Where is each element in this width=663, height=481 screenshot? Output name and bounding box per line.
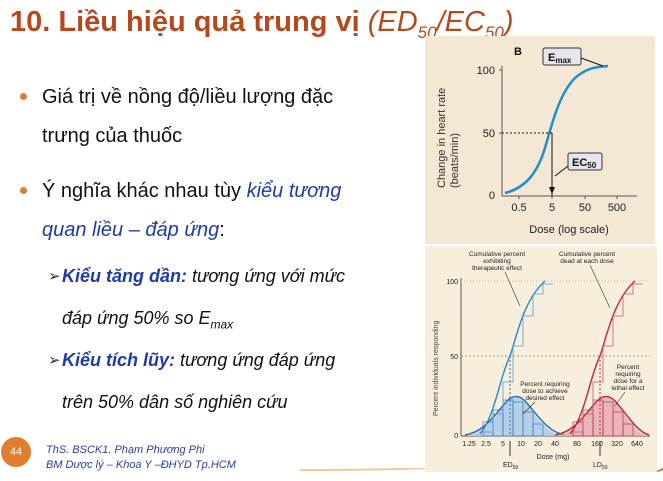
dose-response-figure: B Change in heart rate (beats/min) 100 5…: [425, 36, 655, 244]
x-tick-label: 500: [608, 202, 626, 214]
annotation-text: Percent: [617, 364, 640, 371]
sub-2-line2: trên 50% dân số nghiên cứu: [62, 392, 288, 412]
x-tick-label: 320: [611, 441, 623, 448]
dose-response-curve: [504, 64, 609, 195]
arrow-icon: ➢: [48, 267, 61, 285]
annotation-text: exhibiting: [483, 258, 511, 265]
x-tick-label: 1.25: [462, 441, 476, 448]
y-tick-label: 0: [454, 433, 458, 440]
slide-title: 10. Liều hiệu quả trung vị (ED50/EC50): [10, 2, 514, 53]
ld50-label: LD50: [593, 462, 608, 471]
x-axis-label: Dose (log scale): [529, 224, 608, 236]
panel-letter: B: [514, 46, 522, 58]
annotation-text: dose to achieve: [522, 388, 568, 395]
bullet-dot: [20, 93, 27, 100]
title-main: 10. Liều hiệu quả trung vị: [10, 6, 368, 38]
emax-label: Emax: [548, 52, 572, 65]
x-tick-label: 50: [579, 202, 591, 214]
bullet-1-line2: trưng của thuốc: [42, 125, 183, 147]
x-tick-label: 80: [573, 441, 581, 448]
annotation-text: Cumulative percent: [469, 251, 525, 258]
annotation-text: Percent requiring: [520, 381, 570, 388]
annotation-text: Cumulative percent: [559, 251, 615, 258]
x-tick-label: 160: [591, 441, 603, 448]
x-tick-label: 2.5: [481, 441, 491, 448]
footer-credit: ThS. BSCK1. Phạm Phương Phi BM Dược lý –…: [46, 444, 236, 471]
y-axis-label: Percent individuals responding: [433, 321, 440, 416]
bullet-2-line2: quan liều – đáp ứng:: [42, 219, 225, 241]
x-tick-label: 0.5: [511, 202, 526, 214]
quantal-graph: Percent individuals responding 100 50 0: [433, 251, 650, 471]
x-tick-label: 5: [501, 441, 505, 448]
x-tick-label: 10: [517, 441, 525, 448]
x-tick-label: 40: [551, 441, 559, 448]
sub-2-line1: Kiểu tích lũy: tương ứng đáp ứng: [62, 350, 336, 370]
bullet-dot: [20, 187, 27, 194]
bullet-1-line1: Giá trị về nồng độ/liều lượng đặc: [42, 86, 334, 108]
emax-box: [542, 47, 582, 66]
sub-1-line2: đáp ứng 50% so Emax: [62, 308, 234, 332]
x-tick-label: 20: [534, 441, 542, 448]
dose-response-graph: B Change in heart rate (beats/min) 100 5…: [436, 46, 637, 236]
y-tick-label: 0: [489, 190, 495, 202]
x-axis-label: Dose (mg): [537, 454, 570, 461]
title-ed50: (ED50/EC50): [367, 6, 514, 42]
sub-1-line1: Kiểu tăng dần: tương ứng với mức: [62, 266, 346, 286]
annotation-text: lethal effect: [611, 385, 644, 392]
y-tick-label: 50: [450, 354, 458, 361]
annotation-text: dead at each dose: [560, 258, 614, 265]
annotation-text: dose for a: [614, 378, 643, 385]
annotation-text: desired effect: [526, 395, 565, 402]
quantal-dose-response-figure: Percent individuals responding 100 50 0: [425, 246, 657, 472]
x-tick-label: 640: [631, 441, 643, 448]
x-tick-label: 5: [549, 202, 555, 214]
page-number: 44: [1, 437, 31, 467]
ec50-box: [567, 152, 603, 171]
ec50-label: EC50: [572, 157, 597, 170]
annotation-text: requiring: [615, 371, 641, 378]
y-axis-label-unit: (beats/min): [449, 133, 461, 188]
bullet-2-line1: Ý nghĩa khác nhau tùy kiểu tương: [42, 180, 342, 202]
y-tick-label: 50: [483, 128, 495, 140]
arrow-icon: ➢: [48, 351, 61, 369]
y-tick-label: 100: [446, 279, 458, 286]
y-tick-label: 100: [477, 65, 495, 77]
y-axis-label: Change in heart rate: [436, 88, 448, 188]
annotation-text: therapeutic effect: [472, 265, 522, 272]
ed50-label: ED50: [503, 462, 519, 471]
